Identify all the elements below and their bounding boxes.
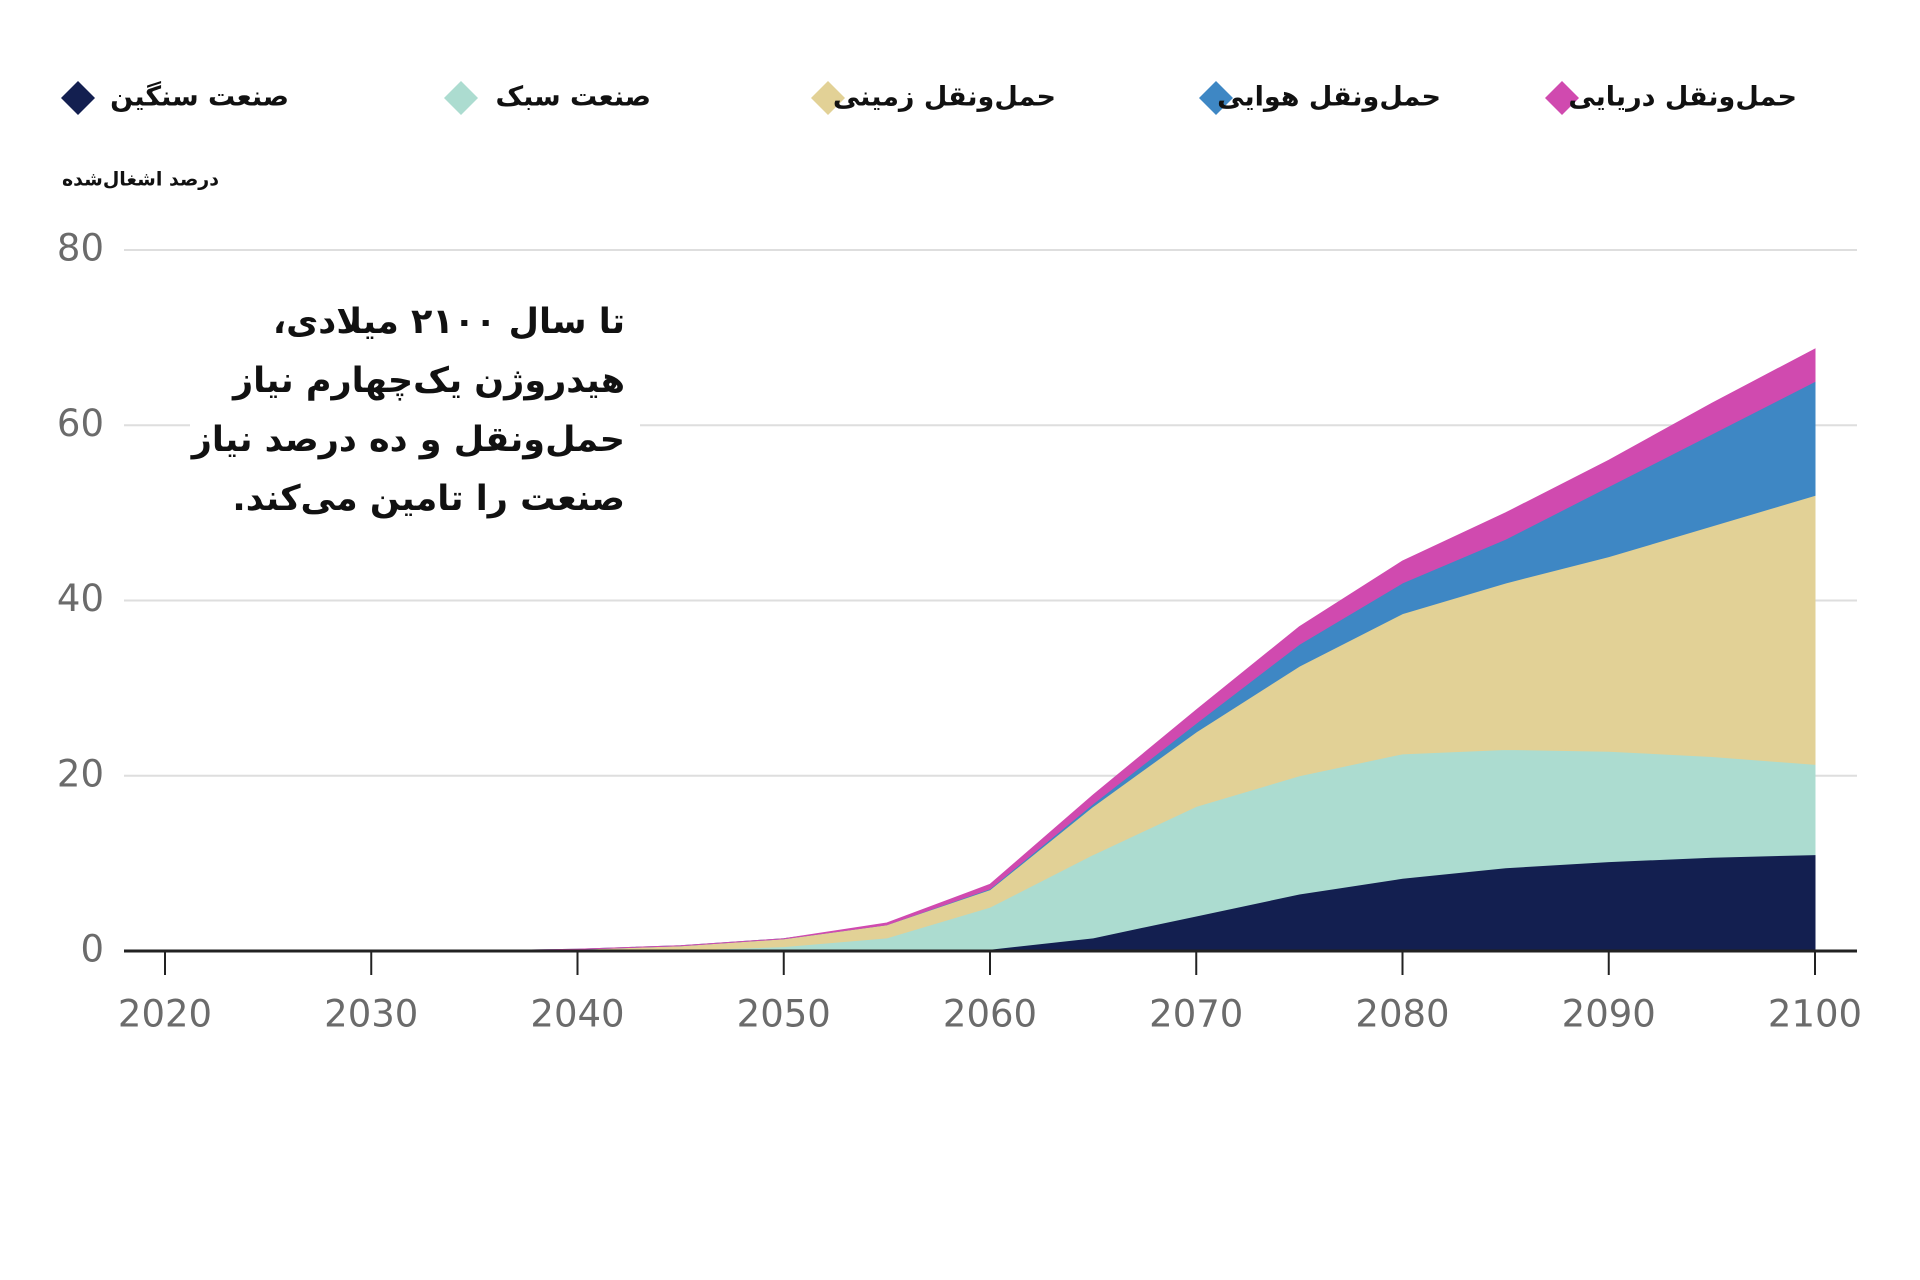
x-tick-label: 2050 [737,993,831,1036]
y-tick-label: 80 [57,227,104,270]
y-tick-label: 0 [80,928,104,971]
x-tick-label: 2100 [1768,993,1862,1036]
x-tick-label: 2030 [324,993,418,1036]
x-tick-label: 2040 [530,993,624,1036]
legend-marker [1199,81,1233,115]
legend-marker [61,81,95,115]
annotation: تا سال ۲۱۰۰ میلادی، هیدروژن یک‌چهارم نیاز… [190,290,640,535]
y-tick-label: 40 [57,577,104,620]
legend-label: صنعت سنگین [110,81,289,113]
x-tick-label: 2070 [1149,993,1243,1036]
annotation-background [190,290,640,535]
x-tick-label: 2090 [1562,993,1656,1036]
y-tick-label: 60 [57,402,104,445]
legend-marker [1545,81,1579,115]
legend-label: حمل‌ونقل هوایی [1217,82,1441,113]
annotation-line: تا سال ۲۱۰۰ میلادی، [273,302,625,342]
annotation-line: هیدروژن یک‌چهارم نیاز [231,361,625,401]
annotation-line: صنعت را تامین می‌کند. [232,479,625,519]
y-axis-label: درصد اشغال‌شده [62,169,219,191]
x-tick-label: 2080 [1355,993,1449,1036]
x-tick-label: 2060 [943,993,1037,1036]
legend-marker [811,81,845,115]
areas [165,348,1816,952]
annotation-line: حمل‌ونقل و ده درصد نیاز [190,420,625,460]
legend-label: صنعت سبک [495,82,651,113]
legend-marker [444,81,478,115]
legend-label: حمل‌ونقل دریایی [1568,82,1797,113]
legend-label: حمل‌ونقل زمینی [833,82,1056,113]
legend: صنعت سنگین صنعت سبک حمل‌ونقل زمینی حمل‌ونقل… [61,81,1797,115]
area [165,348,1816,952]
y-tick-label: 20 [57,752,104,795]
x-tick-label: 2020 [118,993,212,1036]
